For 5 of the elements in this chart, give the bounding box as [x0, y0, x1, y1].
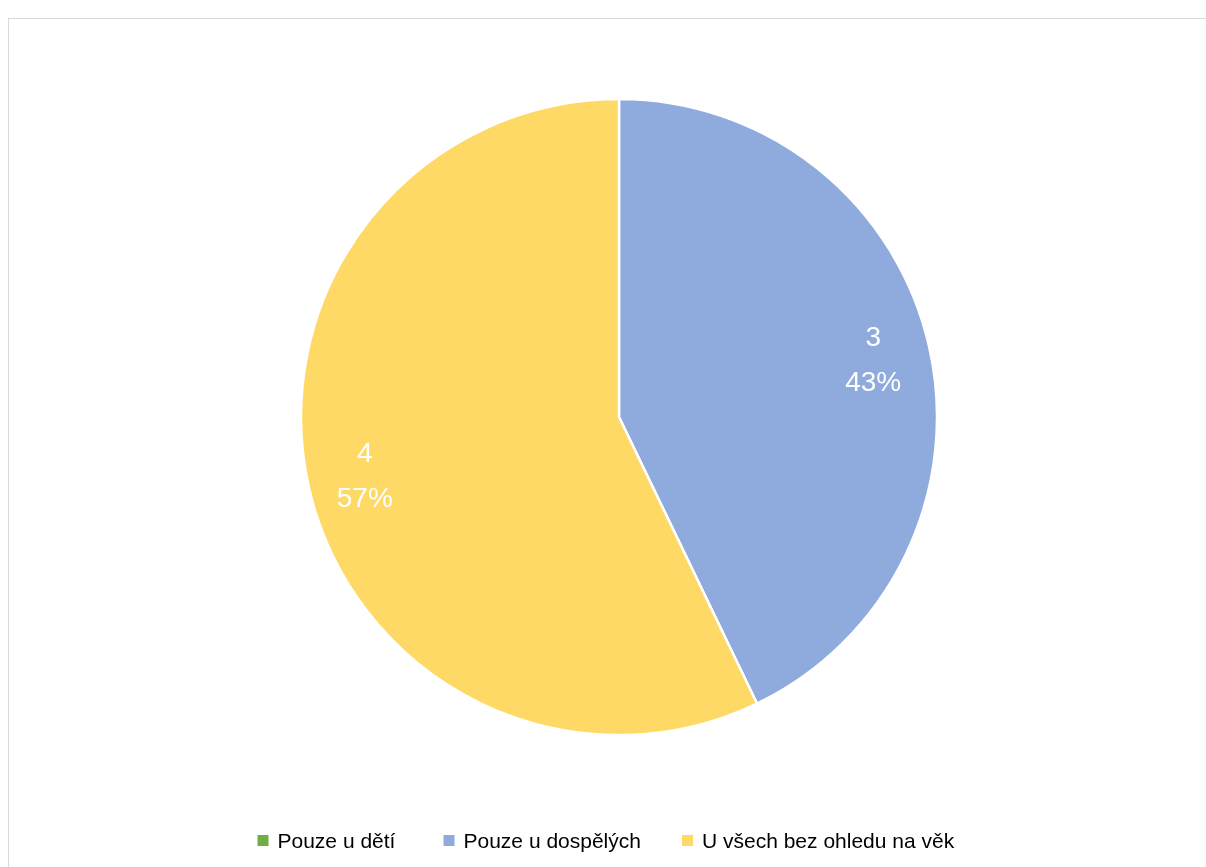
legend-label: U všech bez ohledu na věk — [702, 829, 955, 852]
data-label: 4 57% — [336, 437, 393, 514]
data-label: 3 43% — [845, 321, 902, 398]
legend-label: Pouze u dětí — [277, 829, 396, 852]
legend-label: Pouze u dospělých — [463, 829, 641, 852]
